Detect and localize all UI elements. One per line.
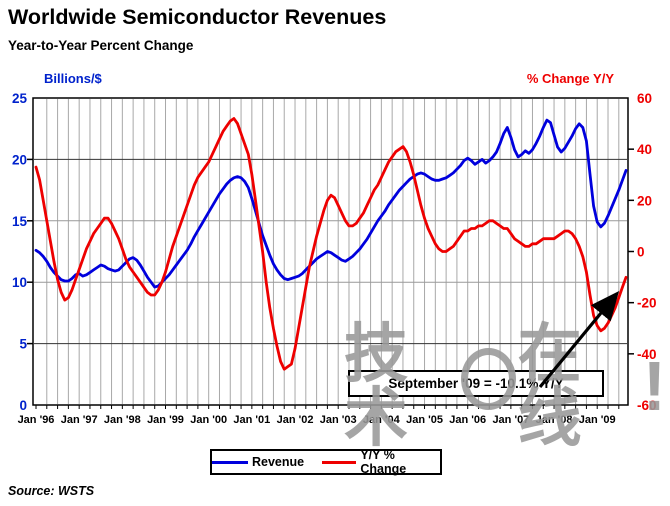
yoy-line-swatch xyxy=(322,460,357,464)
left-axis-tick-label: 0 xyxy=(19,398,27,413)
right-axis-tick-label: -40 xyxy=(637,347,657,362)
x-axis-tick-label: Jan '96 xyxy=(18,414,55,426)
legend-label-yoy: Y/Y % Change xyxy=(360,448,407,476)
left-axis-tick-label: 20 xyxy=(12,152,27,167)
x-axis-tick-label: Jan '01 xyxy=(233,414,270,426)
right-axis-tick-label: -60 xyxy=(637,398,657,413)
legend-item-yoy: Y/Y % Change xyxy=(322,448,440,476)
x-axis-tick-label: Jan '07 xyxy=(492,414,529,426)
x-axis-tick-label: Jan '05 xyxy=(406,414,443,426)
left-axis-tick-label: 5 xyxy=(19,337,27,352)
source-note: Source: WSTS xyxy=(8,484,95,498)
x-axis-tick-label: Jan '98 xyxy=(104,414,141,426)
right-axis-tick-label: 20 xyxy=(637,193,652,208)
right-axis-tick-label: 0 xyxy=(637,245,645,260)
left-axis-tick-label: 25 xyxy=(12,91,28,106)
right-axis-tick-label: -20 xyxy=(637,296,657,311)
x-axis-tick-label: Jan '97 xyxy=(61,414,98,426)
right-axis-tick-label: 60 xyxy=(637,91,652,106)
legend: Revenue Y/Y % Change xyxy=(210,448,442,476)
left-axis-title: Billions/$ xyxy=(44,71,102,86)
x-axis-tick-label: Jan '02 xyxy=(277,414,314,426)
x-axis-tick-label: Jan '03 xyxy=(320,414,357,426)
right-axis-title: % Change Y/Y xyxy=(526,71,614,86)
x-axis-tick-label: Jan '06 xyxy=(449,414,486,426)
x-axis-tick-label: Jan '04 xyxy=(363,414,401,426)
x-axis-tick-label: Jan '08 xyxy=(536,414,573,426)
x-axis-tick-label: Jan '99 xyxy=(147,414,184,426)
legend-item-revenue: Revenue xyxy=(212,455,304,469)
annotation-callout: September '09 = -10.1% Y/Y xyxy=(348,370,604,397)
left-axis-tick-label: 10 xyxy=(12,275,27,290)
x-axis-tick-label: Jan '00 xyxy=(190,414,227,426)
page-subtitle: Year-to-Year Percent Change xyxy=(8,38,194,53)
yoy-change-line xyxy=(34,117,628,371)
right-axis-tick-label: 40 xyxy=(637,142,652,157)
revenue-line-swatch xyxy=(212,460,248,464)
x-axis-tick-label: Jan '09 xyxy=(579,414,616,426)
page-title: Worldwide Semiconductor Revenues xyxy=(8,5,387,29)
revenue-line xyxy=(34,118,628,289)
legend-label-revenue: Revenue xyxy=(252,455,305,469)
left-axis-tick-label: 15 xyxy=(12,214,28,229)
